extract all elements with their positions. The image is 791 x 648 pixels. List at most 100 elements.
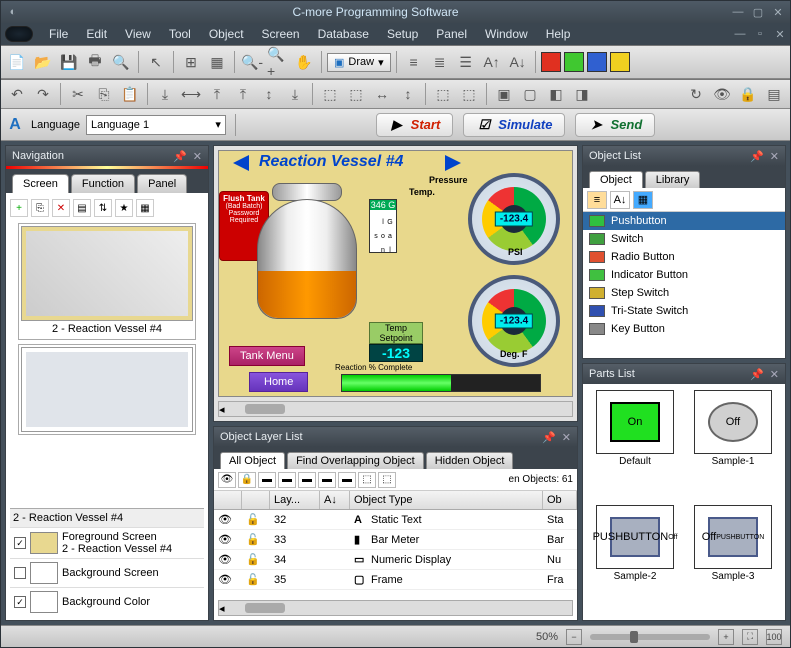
oll-hscroll[interactable]: ◂: [218, 600, 573, 616]
nav-tab-function[interactable]: Function: [71, 174, 135, 193]
zoom-out-icon[interactable]: 🔍-: [240, 50, 264, 74]
align-b-icon[interactable]: ⤓: [283, 82, 307, 106]
language-select[interactable]: Language 1▾: [86, 115, 226, 135]
home-button[interactable]: Home: [249, 372, 308, 392]
layer-row[interactable]: 👁🔓35▢ FrameFra: [214, 570, 577, 590]
oll-tab-overlap[interactable]: Find Overlapping Object: [287, 452, 424, 469]
fit-icon[interactable]: ⛶: [742, 629, 758, 645]
screen-layer-row[interactable]: ✓Background Color: [10, 587, 204, 616]
tank-menu-button[interactable]: Tank Menu: [229, 346, 305, 366]
color-swatch[interactable]: [610, 52, 630, 72]
back-icon[interactable]: ▢: [518, 82, 542, 106]
screen-thumbnail[interactable]: 2 - Reaction Vessel #4: [18, 223, 196, 340]
scale-icon[interactable]: 100: [766, 629, 782, 645]
forward-icon[interactable]: ◧: [544, 82, 568, 106]
pin-icon[interactable]: 📌: [542, 431, 556, 444]
paste-icon[interactable]: 📋: [118, 82, 142, 106]
minimize-button[interactable]: —: [732, 6, 744, 18]
undo-icon[interactable]: ↶: [5, 82, 29, 106]
pin-icon[interactable]: 📌: [173, 150, 187, 163]
eye-icon[interactable]: 👁: [710, 82, 734, 106]
screen-layer-row[interactable]: ✓Foreground Screen2 - Reaction Vessel #4: [10, 527, 204, 558]
draw-button[interactable]: ▣Draw▾: [327, 53, 391, 72]
menu-file[interactable]: File: [41, 25, 76, 43]
object-list-item[interactable]: Pushbutton: [583, 212, 785, 230]
oll-tab-all[interactable]: All Object: [220, 452, 285, 469]
loop-icon[interactable]: ↻: [684, 82, 708, 106]
snap-icon[interactable]: ⊞: [179, 50, 203, 74]
cursor-icon[interactable]: ↖: [144, 50, 168, 74]
layer-row[interactable]: 👁🔓34▭ Numeric DisplayNu: [214, 550, 577, 570]
temp-setpoint[interactable]: Temp Setpoint -123: [369, 322, 423, 362]
menu-window[interactable]: Window: [477, 25, 536, 43]
font-dec-icon[interactable]: A↓: [506, 50, 530, 74]
zoom-in-icon[interactable]: +: [718, 629, 734, 645]
part-item[interactable]: PUSHBUTTONOffSample-2: [589, 505, 681, 614]
redo-icon[interactable]: ↷: [31, 82, 55, 106]
open-icon[interactable]: 📂: [31, 50, 55, 74]
ol-tab-object[interactable]: Object: [589, 171, 643, 188]
mdi-close-button[interactable]: ✕: [774, 28, 786, 40]
object-list-item[interactable]: Step Switch: [583, 284, 785, 302]
send-button[interactable]: ➤Send: [575, 113, 655, 137]
front-icon[interactable]: ▣: [492, 82, 516, 106]
oll-b7[interactable]: ⬚: [378, 472, 396, 488]
maximize-button[interactable]: ▢: [752, 6, 764, 18]
part-item[interactable]: OffSample-1: [687, 390, 779, 499]
close-button[interactable]: ✕: [772, 6, 784, 18]
object-list-item[interactable]: Switch: [583, 230, 785, 248]
menu-setup[interactable]: Setup: [379, 25, 426, 43]
color-swatch[interactable]: [564, 52, 584, 72]
ol-sort-icon[interactable]: A↓: [610, 191, 630, 209]
ol-view2-icon[interactable]: ▦: [633, 191, 653, 209]
menu-panel[interactable]: Panel: [428, 25, 475, 43]
mdi-minimize-button[interactable]: —: [734, 28, 746, 40]
same-h-icon[interactable]: ↕: [396, 82, 420, 106]
pan-icon[interactable]: ✋: [292, 50, 316, 74]
menu-edit[interactable]: Edit: [78, 25, 115, 43]
nav-view-icon[interactable]: ▦: [136, 199, 154, 217]
oll-b1[interactable]: ▬: [258, 472, 276, 488]
design-canvas[interactable]: Reaction Vessel #4 Flush Tank (Bad Batch…: [218, 150, 573, 397]
ol-tab-library[interactable]: Library: [645, 171, 701, 188]
simulate-button[interactable]: ☑Simulate: [463, 113, 565, 137]
close-icon[interactable]: ✕: [770, 150, 779, 163]
left-arrow-icon[interactable]: [233, 155, 249, 171]
pin-icon[interactable]: 📌: [750, 150, 764, 163]
menu-screen[interactable]: Screen: [254, 25, 308, 43]
nav-new-icon[interactable]: +: [10, 199, 28, 217]
oll-b6[interactable]: ⬚: [358, 472, 376, 488]
grid-icon[interactable]: ▦: [205, 50, 229, 74]
object-list-item[interactable]: Indicator Button: [583, 266, 785, 284]
save-icon[interactable]: 💾: [57, 50, 81, 74]
dist-v-icon[interactable]: ⬚: [344, 82, 368, 106]
nav-copy-icon[interactable]: ⎘: [31, 199, 49, 217]
backward-icon[interactable]: ◨: [570, 82, 594, 106]
dist-h-icon[interactable]: ⬚: [318, 82, 342, 106]
oll-tab-hidden[interactable]: Hidden Object: [426, 452, 514, 469]
oll-b5[interactable]: ▬: [338, 472, 356, 488]
print-icon[interactable]: 🖶: [83, 50, 107, 74]
menu-database[interactable]: Database: [310, 25, 377, 43]
nav-tab-screen[interactable]: Screen: [12, 174, 69, 193]
find-icon[interactable]: 🔍: [109, 50, 133, 74]
color-swatch[interactable]: [541, 52, 561, 72]
oll-b3[interactable]: ▬: [298, 472, 316, 488]
nav-fav-icon[interactable]: ★: [115, 199, 133, 217]
align-l-icon[interactable]: ⤓: [153, 82, 177, 106]
same-w-icon[interactable]: ↔: [370, 82, 394, 106]
oll-b4[interactable]: ▬: [318, 472, 336, 488]
align-h-icon[interactable]: ⟷: [179, 82, 203, 106]
color-swatch[interactable]: [587, 52, 607, 72]
screen-layer-row[interactable]: Background Screen: [10, 558, 204, 587]
ol-view1-icon[interactable]: ≡: [587, 191, 607, 209]
oll-lock-icon[interactable]: 🔒: [238, 472, 256, 488]
zoom-out-icon[interactable]: −: [566, 629, 582, 645]
screen-thumbnail-2[interactable]: [18, 344, 196, 435]
menu-tool[interactable]: Tool: [161, 25, 199, 43]
copy-icon[interactable]: ⎘: [92, 82, 116, 106]
part-item[interactable]: OffPUSHBUTTONSample-3: [687, 505, 779, 614]
align-r-icon[interactable]: ⤒: [205, 82, 229, 106]
object-list-item[interactable]: Radio Button: [583, 248, 785, 266]
font-inc-icon[interactable]: A↑: [480, 50, 504, 74]
